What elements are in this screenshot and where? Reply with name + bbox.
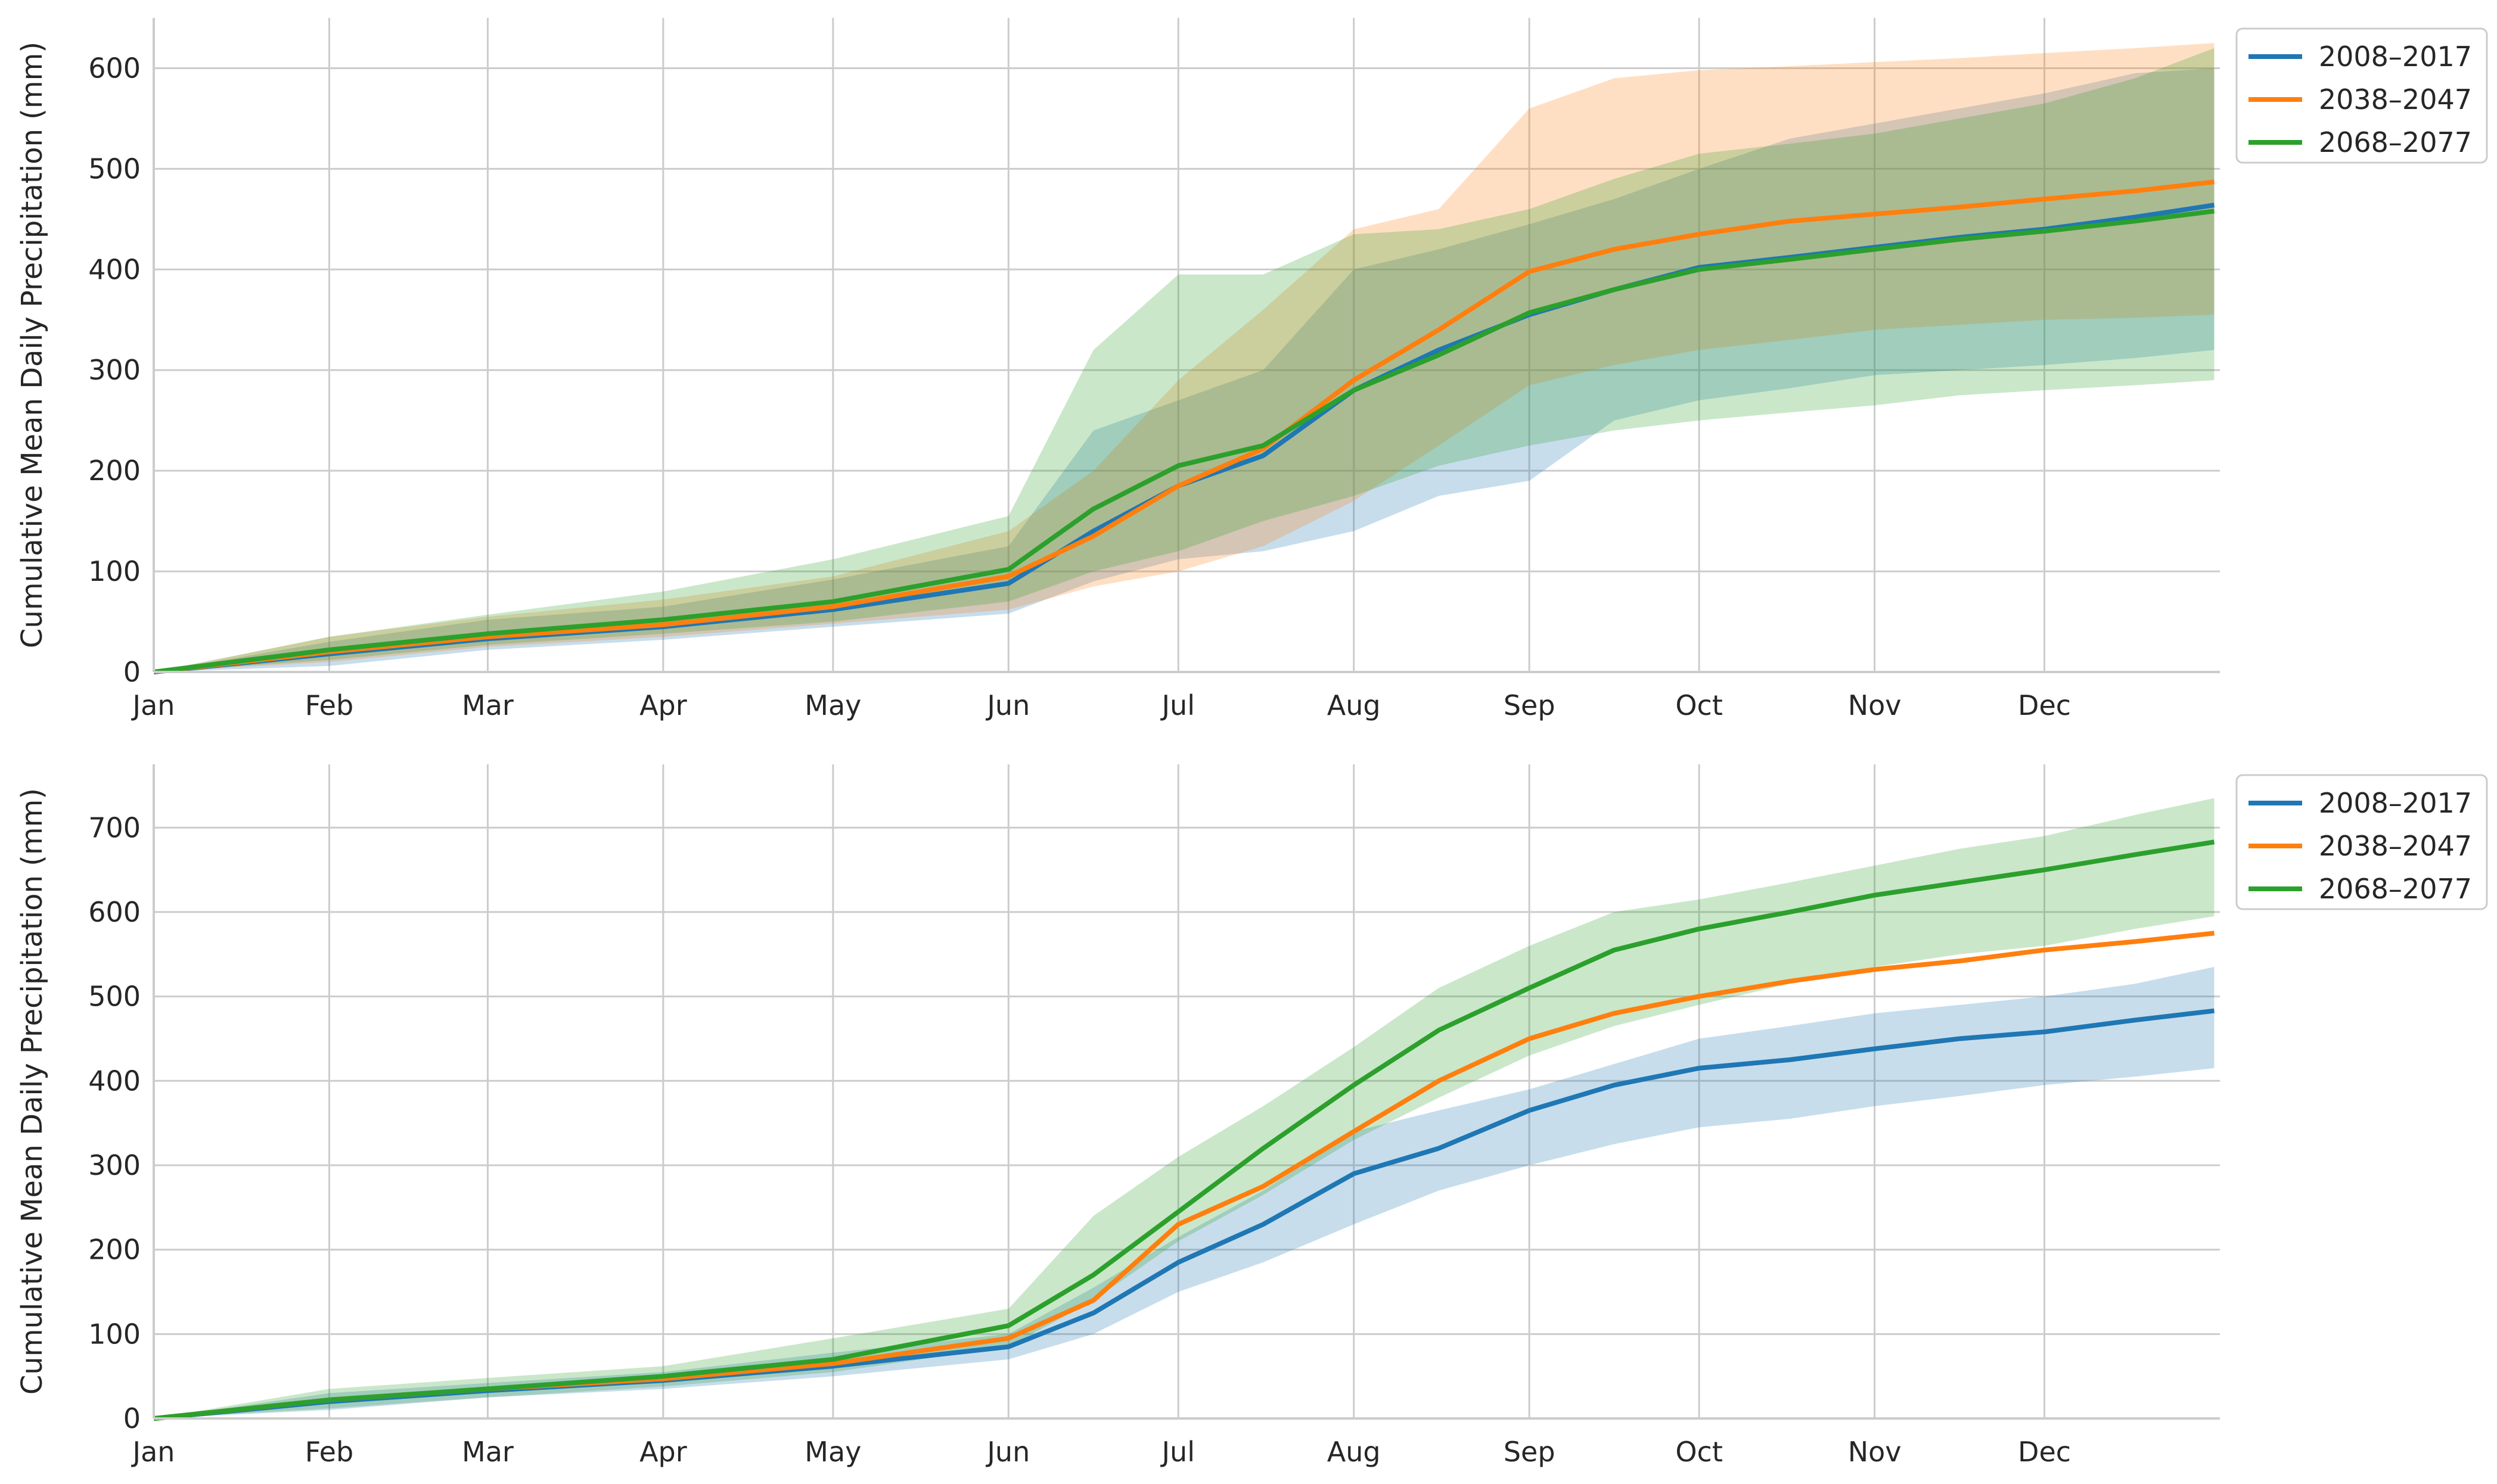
band-2068–2077	[154, 48, 2215, 673]
x-tick-label: Sep	[1504, 1436, 1555, 1468]
x-tick-label: Oct	[1675, 689, 1723, 721]
y-axis-title: Cumulative Mean Daily Precipitation (mm)	[15, 42, 49, 648]
y-tick-label: 100	[88, 1318, 141, 1350]
x-tick-label: May	[805, 689, 861, 721]
y-tick-label: 500	[88, 981, 141, 1013]
x-tick-label: Jan	[131, 689, 175, 721]
uncertainty-bands	[154, 798, 2215, 1418]
legend-label: 2038–2047	[2319, 830, 2472, 862]
series-line-2038–2047	[153, 179, 2215, 674]
x-tick-label: Jun	[985, 689, 1030, 721]
legend-frame	[2235, 774, 2488, 910]
y-tick-label: 200	[88, 1234, 141, 1266]
x-tick-label: May	[805, 1436, 861, 1468]
y-tick-label: 300	[88, 1149, 141, 1181]
y-tick-label: 500	[88, 153, 141, 185]
top-chart-panel: 0 100 200 300 400 500 600 Jan Feb Mar Apr May Jun Jul…	[15, 18, 2488, 721]
x-tick-label: Sep	[1504, 689, 1555, 721]
x-tick-label: Jun	[985, 1436, 1030, 1468]
band-2008–2017	[154, 967, 2215, 1418]
y-tick-label: 200	[88, 455, 141, 487]
x-tick-label: Mar	[462, 689, 514, 721]
series-line-2038–2047	[153, 931, 2215, 1421]
series-lines	[153, 179, 2215, 674]
x-tick-label: Jul	[1160, 1436, 1195, 1468]
legend: 2008–2017 2038–2047 2068–2077	[2235, 774, 2488, 910]
legend-label: 2008–2017	[2319, 787, 2472, 819]
band-2008–2017	[154, 68, 2215, 672]
uncertainty-bands	[154, 43, 2215, 673]
legend-label: 2068–2077	[2319, 873, 2472, 905]
x-tick-label: Feb	[305, 1436, 353, 1468]
y-tick-label: 0	[123, 656, 141, 688]
x-tick-label: Feb	[305, 689, 353, 721]
y-tick-label: 400	[88, 1065, 141, 1097]
x-tick-label: Apr	[639, 1436, 687, 1468]
y-tick-label: 300	[88, 354, 141, 386]
series-line-2068–2077	[153, 839, 2215, 1421]
bottom-chart-panel: 0 100 200 300 400 500 600 700 Jan Feb Mar Apr May Jun…	[15, 764, 2488, 1468]
x-tick-label: Dec	[2018, 689, 2071, 721]
x-tick-label: Oct	[1675, 1436, 1723, 1468]
x-tick-label: Jan	[131, 1436, 175, 1468]
x-tick-label: Apr	[639, 689, 687, 721]
y-tick-label: 700	[88, 811, 141, 844]
x-tick-label: Aug	[1327, 1436, 1381, 1468]
y-tick-label: 100	[88, 555, 141, 587]
y-tick-label: 0	[123, 1402, 141, 1435]
x-tick-label: Nov	[1848, 689, 1902, 721]
x-tick-label: Nov	[1848, 1436, 1902, 1468]
legend-frame	[2235, 27, 2488, 164]
series-line-2068–2077	[153, 209, 2215, 674]
legend: 2008–2017 2038–2047 2068–2077	[2235, 27, 2488, 164]
y-tick-label: 400	[88, 253, 141, 285]
legend-label: 2068–2077	[2319, 126, 2472, 158]
gridlines	[153, 764, 2220, 1420]
series-lines	[153, 839, 2215, 1421]
band-2068–2077	[154, 798, 2215, 1418]
x-tick-label: Aug	[1327, 689, 1381, 721]
y-axis-title: Cumulative Mean Daily Precipitation (mm)	[15, 788, 49, 1395]
legend-label: 2038–2047	[2319, 83, 2472, 116]
x-tick-label: Mar	[462, 1436, 514, 1468]
y-tick-label: 600	[88, 52, 141, 84]
legend-label: 2008–2017	[2319, 41, 2472, 73]
x-tick-label: Dec	[2018, 1436, 2071, 1468]
band-2038–2047	[154, 43, 2215, 673]
y-tick-label: 600	[88, 896, 141, 928]
x-tick-label: Jul	[1160, 689, 1195, 721]
